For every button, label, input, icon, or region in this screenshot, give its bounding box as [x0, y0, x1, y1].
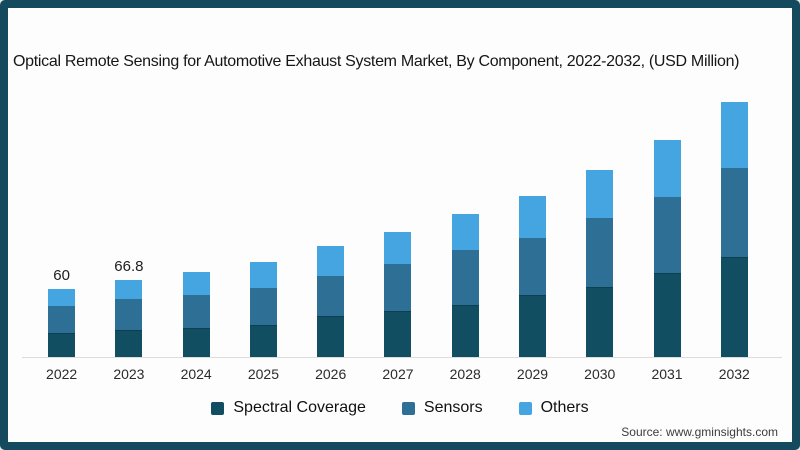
bar-column-2029 — [499, 68, 566, 357]
x-axis-label: 2028 — [449, 366, 481, 382]
x-axis-label: 2022 — [46, 366, 78, 382]
segment-others — [451, 214, 479, 250]
segment-others — [720, 102, 748, 168]
stacked-bar — [451, 214, 479, 357]
x-axis-label: 2031 — [651, 366, 683, 382]
segment-spectral-coverage — [249, 325, 277, 357]
plot-area: 60 66.8 — [28, 68, 768, 357]
segment-spectral-coverage — [586, 287, 614, 357]
x-axis-label: 2027 — [382, 366, 414, 382]
segment-sensors — [720, 168, 748, 257]
segment-others — [249, 262, 277, 288]
segment-others — [384, 232, 412, 264]
segment-sensors — [653, 197, 681, 273]
segment-sensors — [48, 306, 76, 333]
legend: Spectral Coverage Sensors Others — [8, 399, 792, 417]
x-axis-label: 2029 — [516, 366, 549, 382]
stacked-bar — [384, 232, 412, 357]
bar-column-2028 — [432, 68, 499, 357]
stacked-bar — [518, 196, 546, 357]
x-axis-label: 2030 — [584, 366, 616, 382]
segment-others — [48, 289, 76, 306]
bar-column-2031 — [633, 68, 700, 357]
segment-sensors — [518, 238, 546, 295]
stacked-bar — [586, 170, 614, 357]
segment-spectral-coverage — [384, 311, 412, 357]
x-axis-labels: 2022 2023 2024 2025 2026 2027 2028 2029 2030 2031… — [28, 366, 768, 382]
segment-sensors — [115, 299, 143, 330]
segment-others — [518, 196, 546, 238]
segment-sensors — [384, 264, 412, 311]
x-axis-label: 2023 — [113, 366, 145, 382]
bar-total-label: 60 — [53, 267, 70, 284]
legend-item-others: Others — [518, 399, 589, 417]
legend-swatch-icon — [211, 401, 225, 415]
segment-others — [182, 272, 210, 295]
segment-others — [653, 140, 681, 197]
segment-sensors — [317, 276, 345, 316]
segment-spectral-coverage — [720, 257, 748, 357]
bar-column-2026 — [297, 68, 364, 357]
segment-sensors — [586, 218, 614, 287]
segment-others — [586, 170, 614, 218]
stacked-bar — [115, 280, 143, 357]
segment-others — [115, 280, 143, 299]
segment-sensors — [182, 295, 210, 328]
segment-others — [317, 246, 345, 276]
bar-column-2032 — [701, 68, 768, 357]
stacked-bar — [317, 246, 345, 357]
legend-swatch-icon — [518, 401, 532, 415]
stacked-bar — [720, 102, 748, 357]
bar-column-2024 — [163, 68, 230, 357]
segment-spectral-coverage — [182, 328, 210, 357]
source-text: Source: www.gminsights.com — [621, 425, 778, 439]
bar-column-2030 — [566, 68, 633, 357]
bar-column-2022: 60 — [28, 68, 95, 357]
segment-spectral-coverage — [48, 333, 76, 357]
chart-title: Optical Remote Sensing for Automotive Ex… — [13, 53, 740, 70]
legend-label: Spectral Coverage — [233, 399, 366, 416]
x-axis-label: 2024 — [180, 366, 212, 382]
segment-spectral-coverage — [653, 273, 681, 357]
segment-spectral-coverage — [518, 295, 546, 357]
bar-column-2027 — [364, 68, 431, 357]
x-axis-line — [22, 357, 782, 358]
segment-sensors — [249, 288, 277, 325]
stacked-bar — [182, 272, 210, 357]
legend-item-spectral-coverage: Spectral Coverage — [211, 399, 366, 417]
segment-spectral-coverage — [317, 316, 345, 357]
legend-label: Others — [540, 399, 589, 416]
segment-spectral-coverage — [451, 305, 479, 357]
stacked-bar — [653, 140, 681, 357]
bar-column-2025 — [230, 68, 297, 357]
x-axis-label: 2025 — [247, 366, 279, 382]
legend-label: Sensors — [423, 399, 483, 416]
stacked-bar — [249, 262, 277, 357]
bar-total-label: 66.8 — [114, 258, 144, 275]
legend-item-sensors: Sensors — [401, 399, 483, 417]
legend-swatch-icon — [401, 401, 415, 415]
stacked-bar — [48, 289, 76, 357]
bar-column-2023: 66.8 — [95, 68, 162, 357]
segment-sensors — [451, 250, 479, 305]
x-axis-label: 2026 — [315, 366, 347, 382]
x-axis-label: 2032 — [718, 366, 750, 382]
segment-spectral-coverage — [115, 330, 143, 357]
